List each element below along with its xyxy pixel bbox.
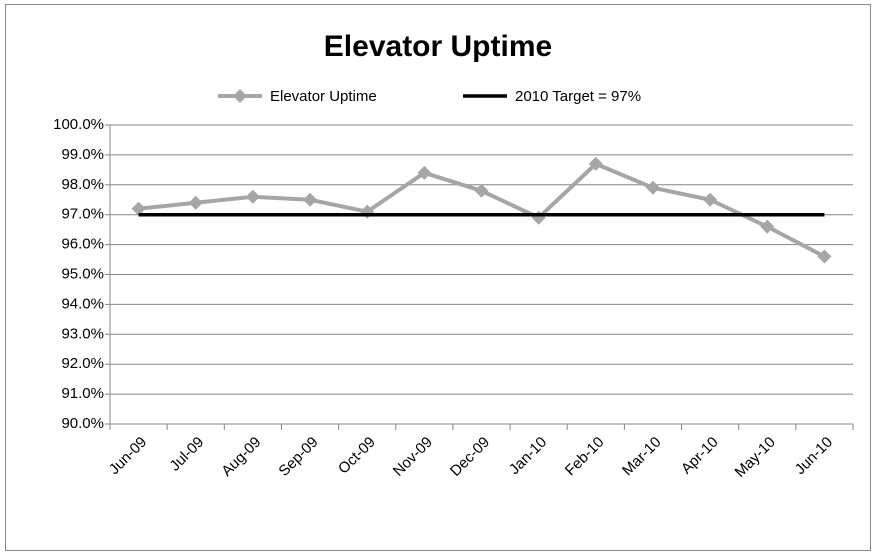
data-point bbox=[303, 192, 318, 207]
data-point bbox=[188, 195, 203, 210]
y-tick-label: 95.0% bbox=[61, 265, 104, 282]
data-point bbox=[817, 249, 832, 264]
data-point bbox=[703, 192, 718, 207]
chart-title: Elevator Uptime bbox=[324, 30, 552, 63]
legend-label: Elevator Uptime bbox=[270, 88, 377, 105]
chart-border bbox=[5, 4, 871, 551]
y-tick-label: 99.0% bbox=[61, 146, 104, 163]
data-point bbox=[245, 189, 260, 204]
legend-marker bbox=[233, 89, 247, 103]
data-point bbox=[588, 156, 603, 171]
y-tick-label: 98.0% bbox=[61, 176, 104, 193]
y-tick-label: 92.0% bbox=[61, 355, 104, 372]
y-tick-label: 93.0% bbox=[61, 325, 104, 342]
data-point bbox=[417, 165, 432, 180]
y-tick-label: 100.0% bbox=[53, 116, 104, 133]
y-tick-label: 90.0% bbox=[61, 415, 104, 432]
data-point bbox=[645, 180, 660, 195]
data-point bbox=[760, 219, 775, 234]
y-tick-label: 91.0% bbox=[61, 385, 104, 402]
y-tick-label: 97.0% bbox=[61, 206, 104, 223]
data-point bbox=[474, 183, 489, 198]
y-tick-label: 96.0% bbox=[61, 236, 104, 253]
data-point bbox=[131, 201, 146, 216]
y-tick-label: 94.0% bbox=[61, 295, 104, 312]
legend-label: 2010 Target = 97% bbox=[515, 88, 641, 105]
